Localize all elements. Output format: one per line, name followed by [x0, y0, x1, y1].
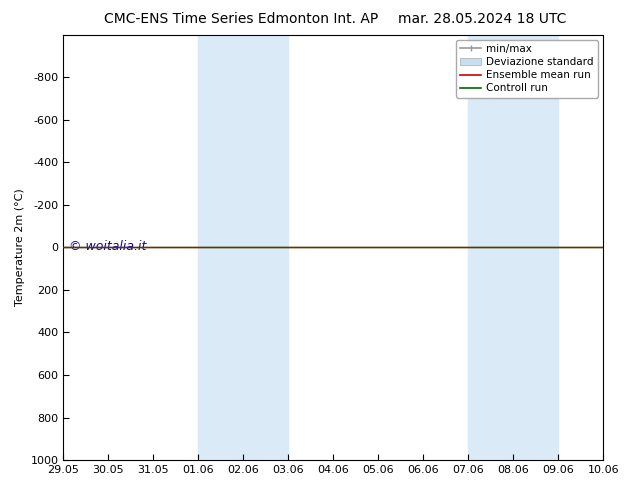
Y-axis label: Temperature 2m (°C): Temperature 2m (°C) [15, 189, 25, 306]
Text: © woitalia.it: © woitalia.it [69, 240, 146, 253]
Text: mar. 28.05.2024 18 UTC: mar. 28.05.2024 18 UTC [398, 12, 566, 26]
Text: CMC-ENS Time Series Edmonton Int. AP: CMC-ENS Time Series Edmonton Int. AP [104, 12, 378, 26]
Bar [198, 35, 288, 460]
Bar [469, 35, 558, 460]
Legend: min/max, Deviazione standard, Ensemble mean run, Controll run: min/max, Deviazione standard, Ensemble m… [456, 40, 598, 98]
